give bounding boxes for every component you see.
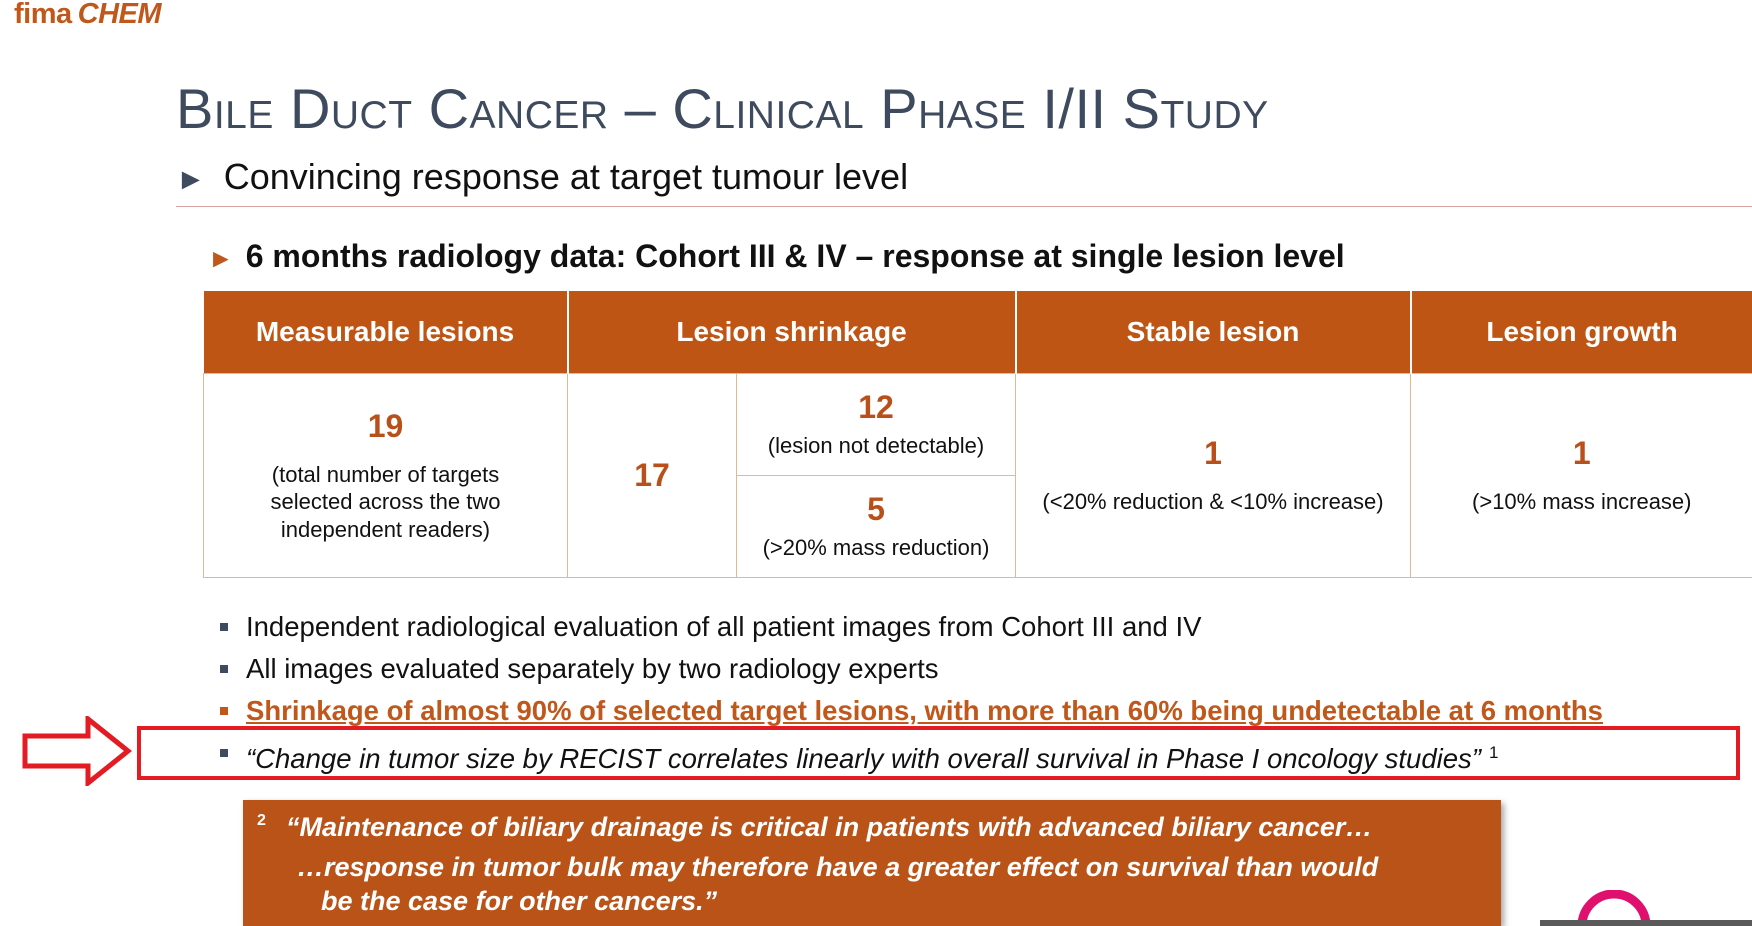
cell-shrinkage-reduction: 5 (>20% mass reduction): [735, 475, 1017, 578]
cell-shrinkage-total: 17: [567, 373, 737, 578]
measurable-note: (total number of targets selected across…: [270, 461, 501, 542]
triangle-bullet-icon: ►: [208, 243, 234, 273]
section-heading-text: 6 months radiology data: Cohort III & IV…: [245, 238, 1345, 274]
cell-lesion-growth: 1 (>10% mass increase): [1410, 373, 1752, 578]
slide-title: Bile Duct Cancer – Clinical Phase I/II S…: [176, 77, 1269, 140]
measurable-value: 19: [367, 407, 404, 444]
footnote-marker: 1: [1488, 743, 1499, 762]
company-logo: fima CHEM: [14, 0, 162, 31]
header-lesion-growth: Lesion growth: [1410, 291, 1752, 374]
right-arrow-icon: [22, 716, 132, 786]
bullet-text: All images evaluated separately by two r…: [246, 653, 939, 684]
bullet-text: “Change in tumor size by RECIST correlat…: [246, 743, 1481, 775]
decorative-arc-icon: [1577, 890, 1651, 926]
growth-value: 1: [1572, 435, 1591, 472]
table-row: 19 (total number of targets selected acr…: [203, 373, 1752, 578]
cell-stable-lesion: 1 (<20% reduction & <10% increase): [1015, 373, 1412, 578]
shrinkage-total-value: 17: [634, 457, 670, 493]
square-bullet-icon: [220, 749, 228, 757]
square-bullet-icon: [220, 623, 228, 631]
bullet-text: Shrinkage of almost 90% of selected targ…: [246, 695, 1603, 726]
lesion-response-table: Measurable lesions Lesion shrinkage Stab…: [203, 291, 1752, 578]
quote-line-1: “Maintenance of biliary drainage is crit…: [286, 812, 1373, 842]
bullet-text: Independent radiological evaluation of a…: [246, 611, 1202, 642]
header-measurable-lesions: Measurable lesions: [203, 291, 569, 374]
header-stable-lesion: Stable lesion: [1015, 291, 1412, 374]
quote-footnote-marker: 2: [257, 812, 266, 829]
highlight-box: [137, 726, 1740, 780]
undetectable-value: 12: [858, 389, 894, 426]
decorative-bar: [1540, 920, 1752, 926]
findings-list: Independent radiological evaluation of a…: [218, 606, 1752, 774]
table-row: 5 (>20% mass reduction): [204, 475, 1752, 578]
title-divider: [176, 206, 1752, 207]
square-bullet-icon: [220, 665, 228, 673]
stable-note: (<20% reduction & <10% increase): [1042, 489, 1384, 515]
cell-shrinkage-undetectable: 12 (lesion not detectable): [735, 373, 1017, 476]
logo-part-fima: fima: [14, 0, 72, 30]
quote-line-3: be the case for other cancers.”: [321, 886, 718, 916]
triangle-bullet-icon: ►: [176, 163, 206, 196]
logo-part-chem: CHEM: [77, 0, 162, 30]
header-lesion-shrinkage: Lesion shrinkage: [567, 291, 1017, 374]
list-item-quoted: “Change in tumor size by RECIST correlat…: [218, 732, 1752, 774]
reduction-note: (>20% mass reduction): [762, 535, 990, 561]
section-heading: ► 6 months radiology data: Cohort III & I…: [208, 238, 1345, 275]
quote-line-2: …response in tumor bulk may therefore ha…: [297, 852, 1379, 882]
slide-subtitle: ► Convincing response at target tumour le…: [176, 156, 908, 198]
stable-value: 1: [1204, 435, 1222, 472]
table-header-row: Measurable lesions Lesion shrinkage Stab…: [203, 291, 1752, 374]
reduction-value: 5: [867, 491, 885, 528]
cell-measurable-lesions: 19 (total number of targets selected acr…: [203, 373, 568, 578]
undetectable-note: (lesion not detectable): [767, 433, 985, 459]
quote-box: 2 “Maintenance of biliary drainage is cr…: [243, 800, 1501, 926]
square-bullet-icon: [220, 707, 228, 715]
list-item-highlighted: Shrinkage of almost 90% of selected targ…: [218, 690, 1752, 732]
list-item: Independent radiological evaluation of a…: [218, 606, 1752, 648]
subtitle-text: Convincing response at target tumour lev…: [223, 156, 909, 197]
list-item: All images evaluated separately by two r…: [218, 648, 1752, 690]
growth-note: (>10% mass increase): [1472, 489, 1692, 515]
